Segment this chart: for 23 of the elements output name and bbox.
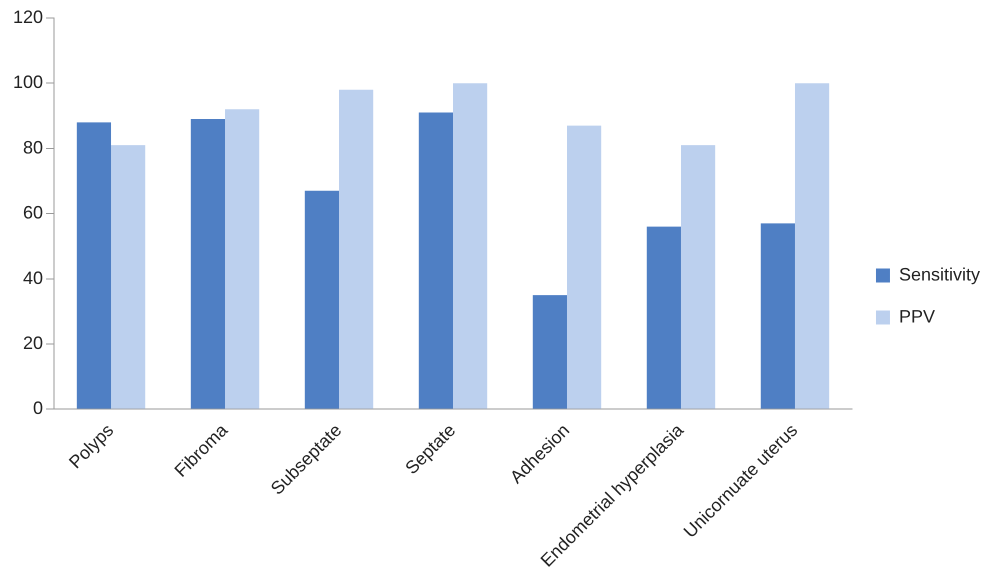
bar [304,190,340,409]
legend-label: PPV [898,306,936,326]
y-tick-label: 0 [33,398,44,418]
bar [646,226,681,409]
y-tick-label: 20 [23,332,44,353]
bar [760,223,795,409]
bar [76,122,112,409]
bar [190,119,226,409]
bar [418,112,454,409]
y-tick-label: 100 [12,72,44,92]
bar [532,295,567,409]
bar [680,145,716,409]
y-tick-label: 60 [23,202,44,223]
y-tick-label: 80 [23,137,44,158]
bar [794,83,830,409]
bar [566,126,602,409]
legend-label: Sensitivity [898,264,980,284]
bar [225,109,260,409]
y-tick-label: 40 [23,268,44,288]
bar [339,90,374,409]
bar [111,145,146,409]
y-tick-label: 120 [12,6,44,27]
bar [453,83,488,409]
